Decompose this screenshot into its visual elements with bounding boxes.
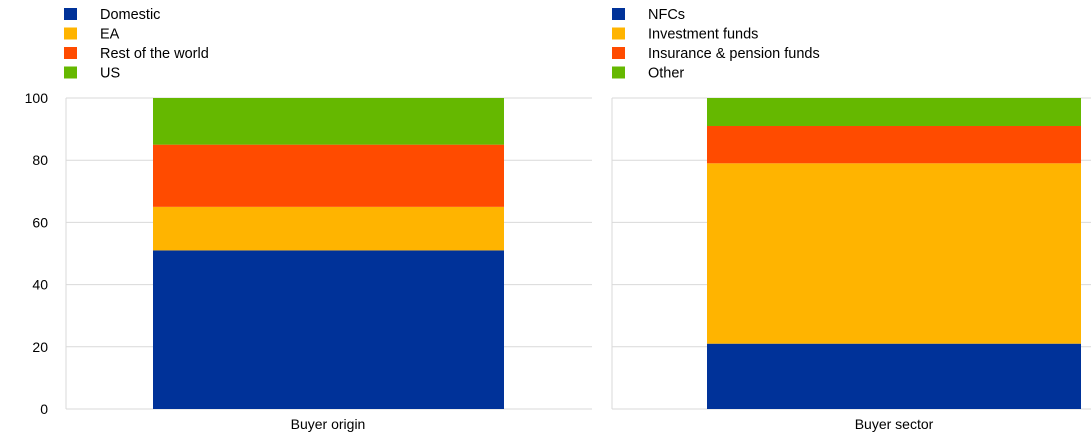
legend-label: Insurance & pension funds — [648, 46, 820, 62]
bar-segment-rest-of-the-world — [153, 144, 504, 207]
y-tick-label: 20 — [32, 339, 48, 355]
category-label: Buyer sector — [855, 416, 934, 432]
legend-label: Investment funds — [648, 27, 758, 43]
bar-segment-ea — [153, 206, 504, 251]
y-tick-label: 60 — [32, 214, 48, 230]
bar-segment-other — [707, 98, 1081, 126]
bar-segment-nfcs — [707, 343, 1081, 409]
panel-buyer-origin: 0 20 40 60 80 100 Buyer origin Domestic EA Rest o… — [25, 7, 592, 432]
bar-segment-insurance-pension-funds — [707, 125, 1081, 164]
y-tick-label: 40 — [32, 277, 48, 293]
legend-swatch — [612, 27, 625, 40]
bar-segment-investment-funds — [707, 163, 1081, 344]
legend-label: Rest of the world — [100, 46, 209, 62]
bar-segment-us — [153, 98, 504, 145]
legend-swatch — [64, 47, 77, 59]
legend-swatch — [64, 66, 77, 79]
category-label: Buyer origin — [291, 416, 366, 432]
legend-swatch — [612, 8, 625, 20]
bar-segment-domestic — [153, 250, 504, 409]
panel-buyer-sector: Buyer sector NFCs Investment funds Insuranc… — [611, 7, 1091, 432]
legend-label: Other — [648, 66, 684, 82]
y-tick-label: 80 — [32, 152, 48, 168]
legend-swatch — [612, 66, 625, 79]
legend-label: Domestic — [100, 7, 160, 23]
legend-label: NFCs — [648, 7, 685, 23]
legend-label: EA — [100, 27, 120, 43]
y-tick-label: 100 — [25, 90, 49, 106]
legend-label: US — [100, 66, 120, 82]
legend-swatch — [64, 27, 77, 40]
y-tick-label: 0 — [40, 401, 48, 417]
legend-swatch — [612, 47, 625, 59]
legend-swatch — [64, 8, 77, 20]
